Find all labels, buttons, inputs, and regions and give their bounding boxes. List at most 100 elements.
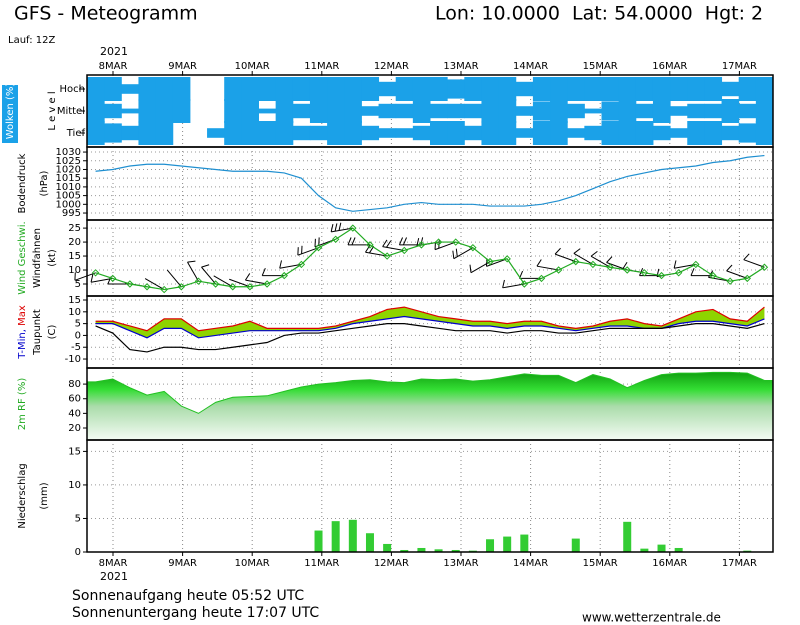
cloud-cover <box>361 125 380 141</box>
barb-staff <box>554 253 576 263</box>
cloud-cover <box>515 106 534 116</box>
precip-bar <box>657 544 666 552</box>
cloud-cover <box>635 77 654 101</box>
y-axis-label-part: Wind Geschwi. <box>17 221 28 294</box>
wind-speed-marker <box>383 252 391 260</box>
cloud-cover <box>378 128 397 138</box>
barb-feather <box>536 259 542 267</box>
wind-speed-marker <box>297 260 306 269</box>
cloud-cover <box>224 121 242 145</box>
barb-staff <box>434 241 456 251</box>
y-tick-label: 0 <box>75 547 81 558</box>
wind-speed-marker <box>520 280 529 288</box>
wind-speed-marker <box>349 224 357 232</box>
y-axis-label-part: (kt) <box>47 249 58 267</box>
wind-speed-marker <box>160 285 168 294</box>
wind-barb <box>201 264 217 285</box>
cloud-cover <box>121 108 139 114</box>
wind-speed-marker <box>640 269 649 277</box>
wind-barb <box>279 260 302 269</box>
precip-bar <box>314 530 323 552</box>
precip-bar <box>503 536 512 552</box>
cloud-cover <box>738 123 757 143</box>
date-label: 8MAR <box>99 61 128 72</box>
wind-barb <box>74 272 96 281</box>
cloud-cover <box>584 77 602 101</box>
cloud-cover <box>395 128 414 138</box>
cloud-cover <box>652 77 671 101</box>
cloud-cover <box>412 125 431 141</box>
temperature-line <box>95 306 765 332</box>
precip-bar <box>520 534 529 552</box>
cloud-cover <box>207 128 225 138</box>
cloud-cover <box>104 123 122 143</box>
cloud-cover <box>618 77 637 101</box>
wind-barb <box>144 278 165 291</box>
cloud-cover <box>652 125 671 141</box>
cloud-cover <box>755 77 774 101</box>
barb-staff <box>144 278 165 291</box>
cloud-cover <box>292 103 311 119</box>
wind-speed-marker <box>434 238 443 246</box>
barb-feather <box>402 237 408 246</box>
cloud-cover <box>241 77 259 101</box>
cloud-cover <box>224 77 242 101</box>
cloud-cover <box>104 103 122 119</box>
y-axis-label-part: Bodendruck <box>17 153 28 213</box>
cloud-cover <box>515 81 534 97</box>
wind-speed-marker <box>572 257 580 266</box>
wind-speed-marker <box>537 274 546 283</box>
wind-speed-marker <box>554 266 563 274</box>
cloud-cover <box>464 125 482 141</box>
barb-feather <box>201 264 210 268</box>
wind-speed-marker <box>657 271 666 280</box>
wind-barb <box>726 264 748 279</box>
barb-feather <box>452 250 455 259</box>
y-axis-label: Niederschlag <box>17 463 28 528</box>
wind-speed-marker <box>606 263 614 271</box>
cloud-cover <box>309 125 328 141</box>
cloud-cover <box>550 121 568 145</box>
cloud-cover <box>567 128 585 138</box>
wind-speed-marker <box>709 271 717 280</box>
barb-staff <box>279 263 302 269</box>
cloud-cover <box>498 121 517 145</box>
wind-speed-marker <box>109 274 117 283</box>
y-axis-label-part: (C) <box>47 325 58 340</box>
barb-feather <box>279 260 282 269</box>
y-axis-label: (hPa) <box>39 170 50 196</box>
cloud-cover <box>481 99 500 123</box>
sunrise: Sonnenaufgang heute 05:52 UTC <box>72 588 304 604</box>
y-axis-label-part: T-Min, <box>17 326 28 360</box>
y-tick-label: 1000 <box>56 199 81 210</box>
wind-barb <box>743 253 765 268</box>
cloud-cover <box>412 77 431 101</box>
cloud-cover <box>567 77 585 101</box>
y-axis-label-part: Taupunkt <box>32 309 43 356</box>
wind-speed-marker <box>674 269 683 277</box>
wind-speed-marker <box>314 243 323 252</box>
wind-speed-marker <box>589 260 597 269</box>
barb-staff <box>502 283 525 289</box>
wind-speed-marker <box>177 283 186 291</box>
cloud-cover <box>687 77 705 101</box>
y-tick-label: 15 <box>68 251 81 262</box>
cloud-cover <box>155 99 174 123</box>
barb-staff <box>674 263 696 269</box>
cloud-cover <box>447 121 465 145</box>
cloud-cover <box>258 77 277 101</box>
cloud-cover <box>121 84 139 94</box>
barb-feather <box>347 237 352 246</box>
y-tick-label: 20 <box>68 423 81 434</box>
barb-feather <box>338 222 342 231</box>
cloud-cover <box>584 108 602 114</box>
wind-barb <box>573 248 594 265</box>
date-label: 17MAR <box>722 61 757 72</box>
cloud-cover <box>378 103 397 119</box>
cloud-cover <box>481 77 500 101</box>
cloud-cover <box>361 77 380 101</box>
barb-feather <box>261 268 266 276</box>
wind-speed-marker <box>623 266 631 274</box>
